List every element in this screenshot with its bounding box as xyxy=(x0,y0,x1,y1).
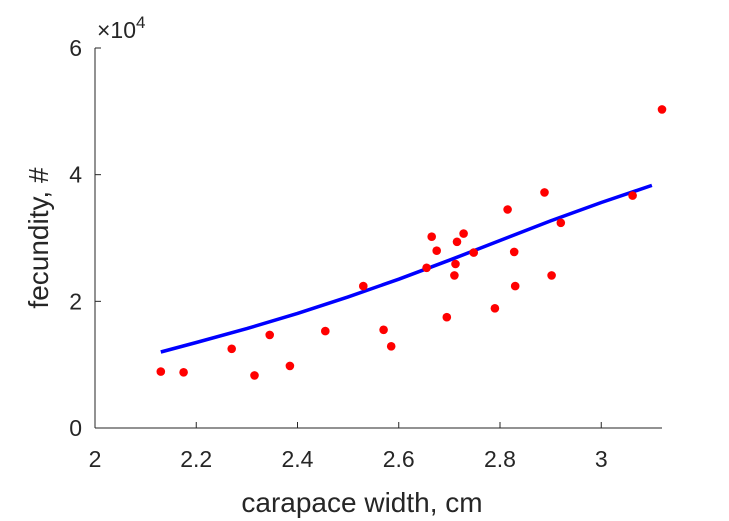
data-point xyxy=(427,232,437,241)
data-point xyxy=(156,367,166,376)
points-layer xyxy=(156,105,667,380)
data-point xyxy=(503,205,512,214)
y-ticks: 0 2 4 6 xyxy=(69,35,101,441)
data-point xyxy=(452,237,462,247)
y-tick-label: 2 xyxy=(69,288,82,314)
data-point xyxy=(450,271,459,280)
data-point xyxy=(179,368,188,377)
y-tick-label: 0 xyxy=(69,415,82,441)
x-tick-label: 2.2 xyxy=(180,446,212,472)
y-tick-label: 4 xyxy=(69,162,82,188)
data-point xyxy=(265,330,275,340)
data-point xyxy=(432,246,442,255)
data-point xyxy=(628,191,637,200)
x-tick-label: 3 xyxy=(595,446,608,472)
data-point xyxy=(469,248,479,257)
y-axis-label: fecundity, # xyxy=(23,167,54,309)
data-point xyxy=(379,325,388,335)
data-point xyxy=(250,371,259,380)
data-point xyxy=(422,263,431,273)
fit-layer xyxy=(160,183,653,354)
x-ticks: 2 2.2 2.4 2.6 2.8 3 xyxy=(89,422,608,472)
x-tick-label: 2.4 xyxy=(282,446,314,472)
data-point xyxy=(547,271,556,280)
data-point xyxy=(386,342,396,351)
data-point xyxy=(451,259,460,269)
data-point xyxy=(227,344,236,354)
data-point xyxy=(657,105,667,114)
data-point xyxy=(490,304,500,313)
data-point xyxy=(556,218,566,228)
data-point xyxy=(285,361,295,371)
plot-background xyxy=(95,48,662,428)
y-tick-label: 6 xyxy=(69,35,82,61)
data-point xyxy=(442,312,452,322)
x-tick-label: 2 xyxy=(89,446,102,472)
x-tick-label: 2.6 xyxy=(383,446,415,472)
y-multiplier-exponent: 4 xyxy=(136,13,145,32)
y-multiplier-base: ×10 xyxy=(97,17,136,43)
data-point xyxy=(540,188,549,197)
data-point xyxy=(509,247,519,257)
data-point xyxy=(321,326,330,336)
data-point xyxy=(510,281,520,291)
y-multiplier: ×104 xyxy=(97,13,145,43)
fit-curve xyxy=(160,183,653,354)
x-axis-label: carapace width, cm xyxy=(241,487,482,518)
x-tick-label: 2.8 xyxy=(484,446,516,472)
data-point xyxy=(359,281,368,291)
data-point xyxy=(459,229,468,238)
